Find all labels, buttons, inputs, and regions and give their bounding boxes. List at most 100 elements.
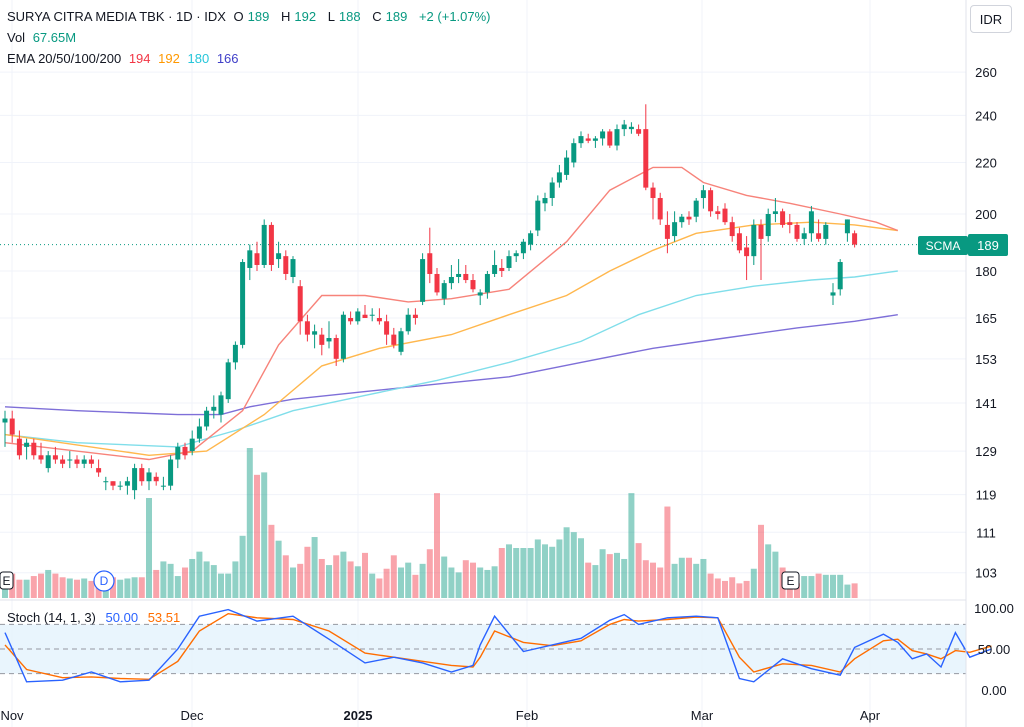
candle[interactable]	[168, 455, 174, 491]
candle[interactable]	[816, 219, 822, 242]
candle[interactable]	[405, 308, 411, 335]
candle[interactable]	[751, 219, 757, 265]
event-earnings-1[interactable]: E	[0, 571, 14, 590]
candle[interactable]	[506, 250, 512, 271]
candle[interactable]	[232, 341, 238, 370]
candle[interactable]	[204, 406, 210, 431]
candle[interactable]	[81, 455, 87, 469]
candle[interactable]	[74, 455, 80, 469]
candle[interactable]	[412, 308, 418, 325]
candle[interactable]	[780, 208, 786, 228]
candle[interactable]	[319, 327, 325, 356]
candle[interactable]	[628, 122, 634, 134]
candle[interactable]	[463, 264, 469, 284]
candle[interactable]	[434, 267, 440, 296]
candle[interactable]	[268, 222, 274, 271]
candle[interactable]	[153, 472, 159, 486]
candle[interactable]	[499, 259, 505, 278]
candle[interactable]	[261, 219, 267, 268]
candle[interactable]	[96, 459, 102, 477]
candle[interactable]	[132, 463, 138, 500]
candle[interactable]	[103, 476, 109, 491]
candle[interactable]	[578, 131, 584, 148]
candle[interactable]	[355, 308, 361, 325]
volume-legend[interactable]: Vol 67.65M	[7, 30, 80, 45]
candle[interactable]	[564, 150, 570, 180]
candle[interactable]	[189, 430, 195, 456]
candle[interactable]	[715, 205, 721, 220]
candle[interactable]	[254, 241, 260, 271]
candle[interactable]	[398, 327, 404, 356]
candle[interactable]	[182, 442, 188, 460]
candle[interactable]	[9, 410, 15, 443]
candle[interactable]	[614, 124, 620, 151]
candle[interactable]	[117, 481, 123, 491]
candle[interactable]	[636, 124, 642, 137]
stoch-legend[interactable]: Stoch (14, 1, 3) 50.00 53.51	[7, 610, 180, 625]
candle[interactable]	[139, 463, 145, 486]
candle[interactable]	[456, 259, 462, 284]
candle[interactable]	[369, 308, 375, 322]
currency-button[interactable]: IDR	[970, 5, 1012, 33]
candle[interactable]	[621, 119, 627, 137]
time-axis[interactable]: Nov Dec 2025 Feb Mar Apr	[0, 708, 880, 723]
stoch-axis[interactable]: 100.00 50.00 0.00	[974, 601, 1014, 698]
price-axis[interactable]: 260 240 220 200 180 165 153 141 129 119 111 103	[975, 65, 997, 581]
candle[interactable]	[549, 177, 555, 206]
candle[interactable]	[794, 222, 800, 242]
candle[interactable]	[722, 203, 728, 225]
candle[interactable]	[391, 327, 397, 349]
candle[interactable]	[218, 391, 224, 423]
candle[interactable]	[484, 270, 490, 299]
candle[interactable]	[88, 455, 94, 469]
candle[interactable]	[600, 129, 606, 146]
candle[interactable]	[535, 195, 541, 237]
candle[interactable]	[528, 230, 534, 251]
candle[interactable]	[290, 256, 296, 284]
candle[interactable]	[420, 253, 426, 306]
candle[interactable]	[441, 280, 447, 306]
candle[interactable]	[477, 289, 483, 306]
candle[interactable]	[672, 211, 678, 242]
candle[interactable]	[852, 230, 858, 248]
candle[interactable]	[211, 395, 217, 419]
candle[interactable]	[700, 185, 706, 209]
candle[interactable]	[571, 138, 577, 168]
candle[interactable]	[348, 311, 354, 325]
candle[interactable]	[801, 227, 807, 245]
candle[interactable]	[470, 273, 476, 293]
candle[interactable]	[276, 241, 282, 268]
ema-legend[interactable]: EMA 20/50/100/200 194 192 180 166	[7, 51, 243, 66]
candle[interactable]	[492, 250, 498, 278]
candle[interactable]	[283, 250, 289, 281]
candle[interactable]	[556, 164, 562, 188]
candle[interactable]	[837, 259, 843, 296]
candle[interactable]	[607, 129, 613, 148]
candle[interactable]	[643, 104, 649, 191]
candle[interactable]	[110, 481, 116, 491]
candle[interactable]	[808, 205, 814, 242]
candle[interactable]	[650, 182, 656, 220]
candle[interactable]	[744, 236, 750, 281]
candle[interactable]	[240, 259, 246, 349]
candle[interactable]	[736, 227, 742, 254]
candle[interactable]	[24, 438, 30, 460]
event-dividend[interactable]: D	[93, 570, 115, 592]
candle[interactable]	[312, 324, 318, 349]
candle[interactable]	[196, 418, 202, 443]
candle[interactable]	[448, 264, 454, 290]
candle[interactable]	[340, 311, 346, 363]
candle[interactable]	[326, 321, 332, 349]
candle[interactable]	[679, 214, 685, 228]
candlesticks[interactable]	[2, 104, 858, 500]
candle[interactable]	[787, 214, 793, 234]
candle[interactable]	[686, 211, 692, 225]
candle[interactable]	[729, 216, 735, 242]
candle[interactable]	[772, 198, 778, 223]
candle[interactable]	[333, 334, 339, 366]
candle[interactable]	[225, 358, 231, 403]
candle[interactable]	[38, 442, 44, 464]
candle[interactable]	[175, 442, 181, 469]
